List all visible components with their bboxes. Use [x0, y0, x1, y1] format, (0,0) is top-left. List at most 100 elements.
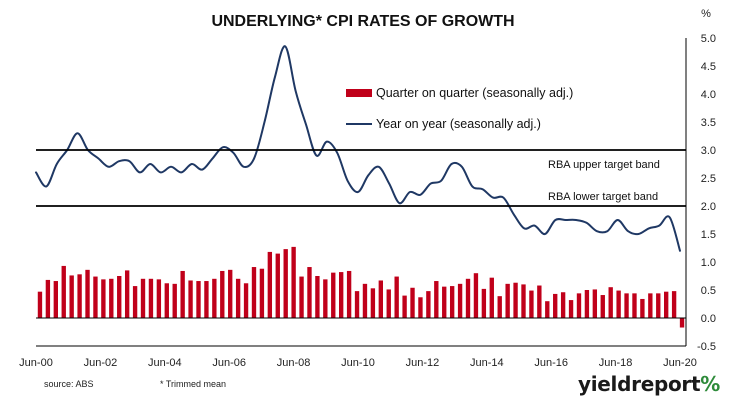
qoq-bar — [568, 300, 574, 318]
rba-upper-band-label: RBA upper target band — [548, 159, 660, 171]
qoq-bar — [85, 269, 90, 318]
qoq-bar — [394, 276, 399, 318]
chart-title: UNDERLYING* CPI RATES OF GROWTH — [211, 13, 514, 30]
y-tick-label: 4.5 — [701, 61, 716, 73]
x-tick-label: Jun-14 — [470, 357, 504, 369]
qoq-bar — [204, 281, 209, 318]
y-tick-label: 5.0 — [701, 33, 716, 45]
qoq-bar — [481, 288, 487, 318]
qoq-bar — [251, 267, 257, 318]
qoq-bar — [275, 253, 280, 318]
qoq-bar — [465, 278, 471, 318]
qoq-bar — [220, 270, 225, 318]
qoq-bar — [156, 279, 162, 318]
qoq-bar — [148, 278, 154, 318]
y-tick-label: 0.0 — [701, 313, 716, 325]
qoq-bar — [576, 293, 582, 318]
x-tick-label: Jun-20 — [663, 357, 697, 369]
qoq-bar — [442, 286, 447, 318]
y-tick-label: 3.5 — [701, 117, 716, 129]
qoq-bar — [362, 283, 368, 318]
qoq-bar — [513, 282, 518, 318]
qoq-bar — [323, 279, 328, 318]
qoq-bar — [235, 278, 241, 318]
rba-lower-band-label: RBA lower target band — [548, 191, 658, 203]
qoq-bar — [592, 289, 598, 318]
qoq-bar — [77, 274, 82, 318]
qoq-bar — [608, 287, 613, 318]
qoq-bar — [61, 265, 66, 318]
qoq-bar — [307, 267, 312, 318]
qoq-bar — [679, 318, 685, 328]
qoq-bar — [553, 293, 558, 318]
qoq-bar — [172, 283, 177, 318]
qoq-bar — [418, 297, 423, 318]
qoq-bar — [537, 285, 542, 318]
x-tick-label: Jun-00 — [19, 357, 53, 369]
qoq-bar — [45, 279, 51, 318]
legend-yoy-label: Year on year (seasonally adj.) — [376, 117, 541, 131]
qoq-bar — [624, 293, 629, 318]
x-tick-label: Jun-10 — [341, 357, 375, 369]
qoq-bar-series — [37, 246, 685, 328]
legend-qoq-label: Quarter on quarter (seasonally adj.) — [376, 86, 573, 100]
yoy-line-series — [35, 45, 681, 252]
qoq-bar — [109, 278, 114, 318]
qoq-bar — [299, 276, 304, 318]
legend: Quarter on quarter (seasonally adj.) Yea… — [346, 86, 573, 131]
qoq-bar — [124, 270, 130, 318]
y-tick-label: 1.5 — [701, 229, 716, 241]
qoq-bar — [560, 292, 566, 318]
source-note: source: ABS — [44, 379, 94, 389]
qoq-bar — [457, 283, 463, 318]
qoq-bar — [140, 278, 146, 318]
qoq-bar — [180, 270, 185, 318]
qoq-bar — [339, 272, 344, 318]
qoq-bar — [346, 270, 352, 318]
qoq-bar — [354, 291, 360, 318]
qoq-bar — [37, 291, 43, 318]
qoq-bar — [648, 293, 653, 318]
y-tick-labels: 5.0 4.5 4.0 3.5 3.0 2.5 2.0 1.5 1.0 0.5 0.0 -0.5 — [697, 33, 716, 353]
qoq-bar — [101, 279, 106, 318]
qoq-bar — [497, 296, 502, 318]
y-tick-label: -0.5 — [697, 341, 716, 353]
qoq-bar — [664, 291, 669, 318]
qoq-bar — [426, 291, 431, 318]
qoq-bar — [521, 284, 526, 318]
qoq-bar — [584, 290, 590, 318]
x-tick-label: Jun-12 — [406, 357, 440, 369]
qoq-bar — [632, 293, 637, 318]
qoq-bar — [164, 283, 169, 318]
qoq-bar — [291, 246, 296, 318]
brand-text: yieldreport — [578, 372, 701, 396]
qoq-bar — [53, 281, 58, 318]
y-tick-label: 4.0 — [701, 89, 716, 101]
x-tick-label: Jun-16 — [534, 357, 568, 369]
qoq-bar — [267, 251, 273, 318]
qoq-bar — [370, 288, 376, 318]
qoq-bar — [489, 277, 494, 318]
qoq-bar — [434, 281, 439, 318]
qoq-bar — [616, 290, 621, 318]
x-tick-label: Jun-02 — [84, 357, 118, 369]
qoq-bar — [545, 301, 550, 318]
y-tick-label: 0.5 — [701, 285, 716, 297]
qoq-bar — [640, 298, 645, 318]
qoq-bar — [117, 276, 122, 318]
qoq-bar — [505, 283, 510, 318]
y-tick-label: 1.0 — [701, 257, 716, 269]
qoq-bar — [449, 286, 455, 318]
qoq-bar — [315, 276, 320, 318]
x-tick-labels: Jun-00 Jun-02 Jun-04 Jun-06 Jun-08 Jun-10 Jun-… — [19, 357, 697, 369]
x-tick-label: Jun-18 — [599, 357, 633, 369]
qoq-bar — [386, 289, 391, 318]
y-tick-label: 3.0 — [701, 145, 716, 157]
qoq-bar — [410, 287, 415, 318]
qoq-bar — [656, 293, 661, 318]
qoq-bar — [283, 249, 288, 318]
qoq-bar — [259, 268, 265, 318]
qoq-bar — [331, 272, 336, 318]
qoq-bar — [69, 275, 74, 318]
